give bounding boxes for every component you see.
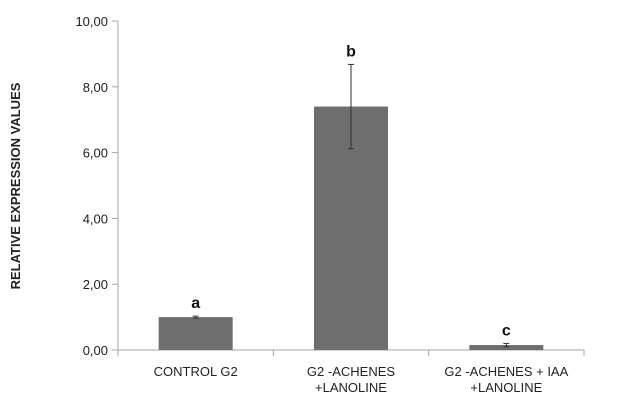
y-tick-label: 10,00 bbox=[75, 14, 108, 29]
significance-label: c bbox=[502, 322, 511, 339]
significance-label: a bbox=[191, 295, 200, 312]
bar bbox=[158, 317, 233, 350]
x-tick-label: G2 -ACHENES + IAA bbox=[444, 364, 568, 379]
y-tick-label: 8,00 bbox=[83, 80, 108, 95]
significance-label: b bbox=[346, 43, 356, 60]
y-tick-label: 6,00 bbox=[83, 146, 108, 161]
x-tick-label: +LANOLINE bbox=[470, 380, 542, 395]
y-axis-label: RELATIVE EXPRESSION VALUES bbox=[8, 82, 23, 289]
x-tick-label: +LANOLINE bbox=[315, 380, 387, 395]
error-bars bbox=[192, 63, 510, 348]
x-tick-label: G2 -ACHENES bbox=[307, 364, 395, 379]
y-tick-label: 4,00 bbox=[83, 211, 108, 226]
y-tick-label: 0,00 bbox=[83, 343, 108, 358]
bar bbox=[469, 345, 544, 350]
y-tick-label: 2,00 bbox=[83, 277, 108, 292]
x-tick-label: CONTROL G2 bbox=[154, 364, 238, 379]
